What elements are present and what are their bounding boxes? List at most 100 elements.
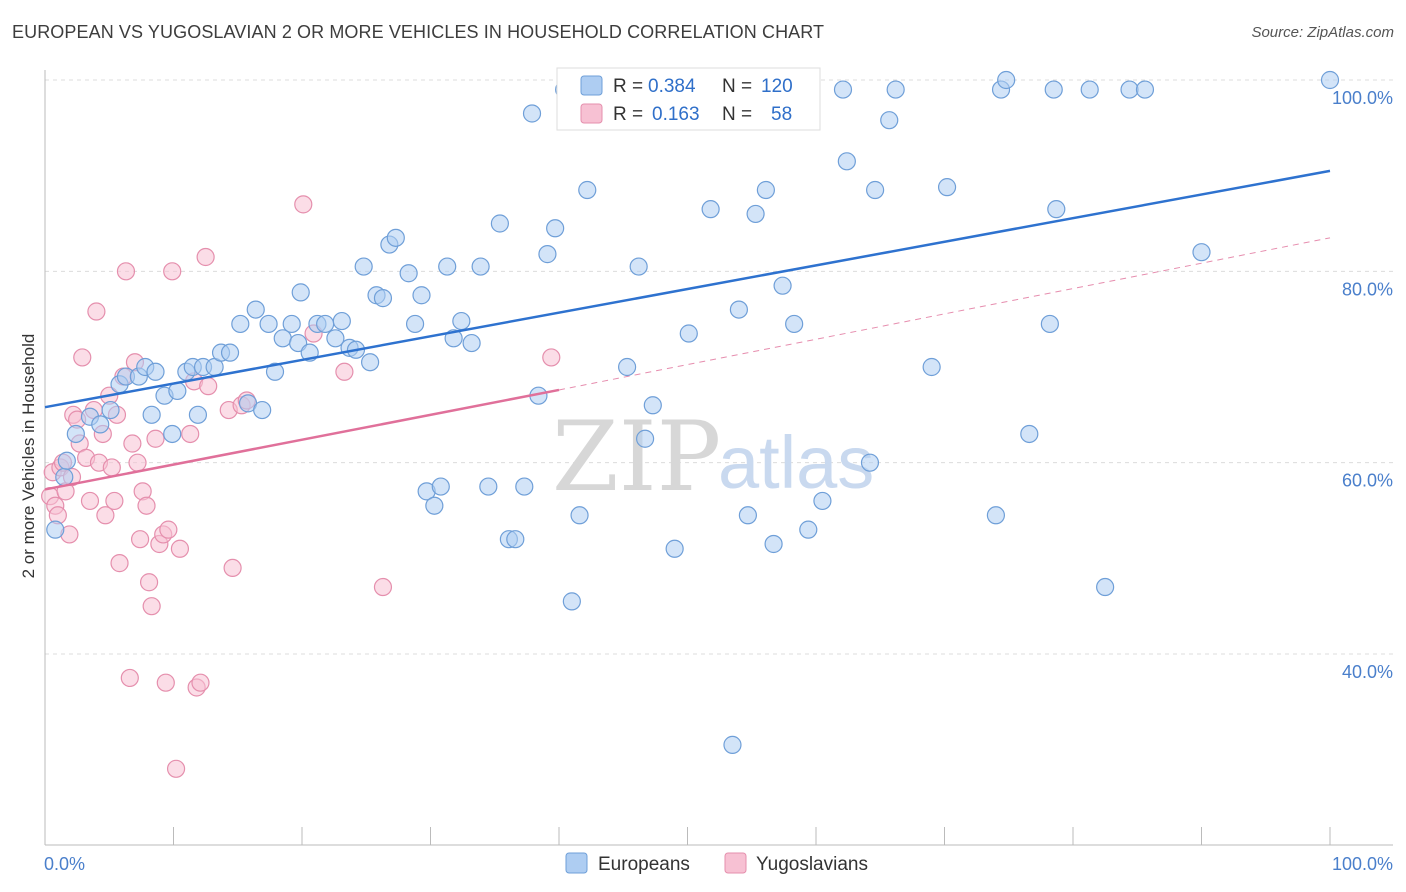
bottom-legend-yugoslavians: Yugoslavians [756,854,868,875]
europeans-point [490,214,509,233]
europeans-point [1320,70,1340,90]
yugoslavians-point [142,597,161,616]
europeans-point [425,496,444,515]
europeans-point [220,343,240,362]
europeans-point [246,300,265,319]
yugoslavians-point [294,195,313,214]
europeans-point [399,264,418,283]
yugoslavians-point [139,573,159,592]
europeans-point [785,314,804,334]
europeans-point [259,314,278,334]
yugoslavians-point [166,759,186,778]
x-tick-label-min: 0.0% [44,854,85,874]
europeans-point [837,152,856,171]
x-tick-label-max: 100.0% [1332,854,1393,874]
europeans-point [354,257,373,276]
watermark-zip: ZIP [552,401,721,513]
europeans-point [386,228,405,247]
yugoslavians-point [137,496,156,515]
europeans-point [860,453,880,472]
europeans-point [756,180,775,200]
yugoslavians-point [110,554,129,573]
source-label: Source: ZipAtlas.com [1251,24,1394,41]
yugoslavians-point [373,577,393,597]
legend-europeans-r-value: 0.384 [648,76,696,97]
europeans-point [986,506,1006,525]
legend-yugoslavians-r-value: 0.163 [652,104,700,125]
yugoslavians-point [80,491,100,511]
europeans-point [412,286,431,305]
europeans-point [522,104,542,123]
europeans-trend-line [44,169,1331,409]
europeans-point [46,520,65,539]
watermark: ZIP atlas [552,401,874,513]
europeans-point [1096,577,1115,597]
europeans-point [373,289,393,308]
bottom-legend-swatch-yugoslavians [724,852,747,874]
europeans-point [922,357,941,377]
yugoslavians-point [116,262,136,281]
yugoslavians-trend-line [558,237,1331,391]
europeans-point [886,80,905,99]
europeans-point [1120,80,1139,99]
yugoslavians-point [130,530,150,549]
axes [44,70,1393,846]
y-tick-label: 40.0% [1342,662,1393,682]
legend-yugoslavians-n-label: N = [722,104,752,125]
y-tick-label: 100.0% [1332,88,1393,108]
europeans-point [506,530,525,549]
europeans-point [679,324,698,343]
europeans-point [431,477,450,496]
yugoslavians-point [73,348,92,367]
europeans-point [471,257,490,276]
europeans-point [326,329,345,348]
europeans-point [231,314,250,334]
correlation-legend: R = 0.384 N = 120 R = 0.163 N = 58 [556,67,821,131]
europeans-point [57,451,76,470]
yugoslavians-point [542,348,561,367]
yugoslavians-point [123,434,142,453]
bottom-legend-swatch-europeans [565,852,588,874]
yugoslavians-point [87,302,106,321]
europeans-point [265,362,285,381]
yugoslavians-point [156,673,175,692]
europeans-point [538,245,557,264]
legend-yugoslavians-r-label: R = [613,104,643,125]
yugoslavians-point [191,673,210,692]
europeans-point [316,314,335,334]
europeans-point [332,311,351,331]
europeans-point [746,204,765,224]
europeans-point [1192,243,1211,262]
europeans-point [880,111,899,130]
europeans-point [665,539,684,558]
legend-swatch-yugoslavians [580,103,603,124]
yugoslavians-point [223,558,242,578]
europeans-point [618,357,637,377]
europeans-point [163,424,182,444]
yugoslavians-point [120,668,139,688]
yugoslavians-point [196,247,215,267]
series-legend: Europeans Yugoslavians [565,852,868,875]
europeans-point [146,362,165,381]
europeans-point [1044,80,1063,99]
europeans-point [361,353,380,372]
trend-lines [44,169,1331,491]
europeans-point [833,80,853,99]
bottom-legend-europeans: Europeans [598,854,690,875]
legend-swatch-europeans [580,75,603,96]
europeans-point [142,405,161,424]
europeans-point [438,257,457,276]
europeans-point [578,180,597,200]
europeans-point [570,506,589,525]
europeans-point [643,396,662,415]
europeans-point [723,735,742,754]
y-axis-label: 2 or more Vehicles in Household [19,334,38,579]
europeans-point [515,477,534,496]
europeans-point [773,276,792,295]
europeans-point [546,219,565,238]
europeans-point [188,405,208,424]
yugoslavians-point [199,377,218,396]
europeans-point [701,200,720,219]
yugoslavians-point [146,429,165,448]
